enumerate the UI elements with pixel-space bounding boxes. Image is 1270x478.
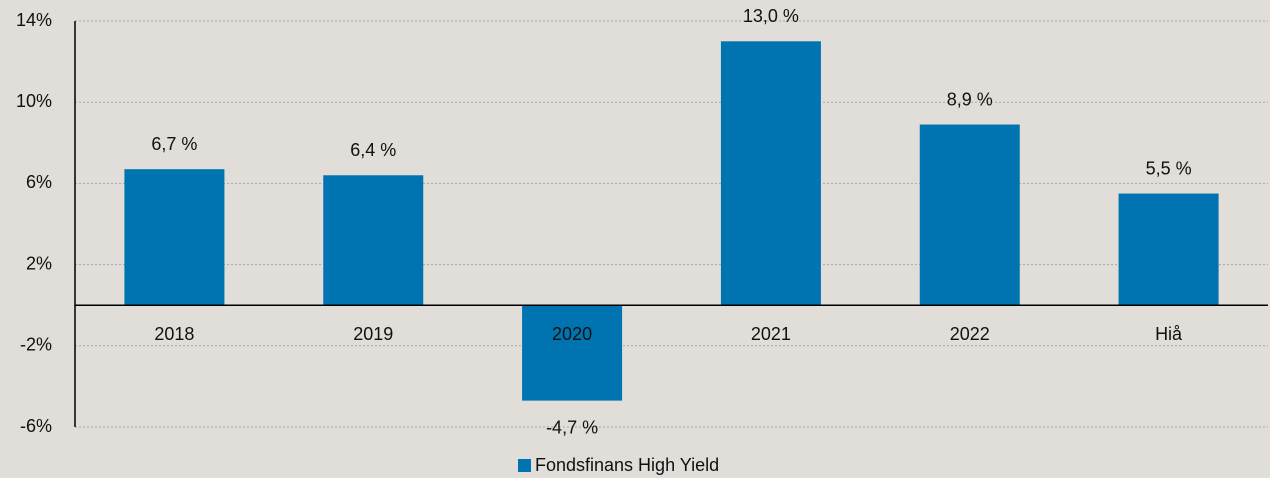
y-tick-label: -6%	[20, 416, 52, 436]
bar	[124, 169, 225, 306]
bar	[522, 305, 623, 401]
legend-label: Fondsfinans High Yield	[535, 455, 719, 475]
y-tick-label: 14%	[16, 10, 52, 30]
x-tick-label: 2021	[751, 324, 791, 344]
value-label: -4,7 %	[546, 417, 598, 437]
y-tick-label: 2%	[26, 253, 52, 273]
value-label: 6,7 %	[151, 134, 197, 154]
bar	[1118, 193, 1219, 306]
x-tick-label: 2019	[353, 324, 393, 344]
bar	[323, 175, 424, 306]
x-tick-label: 2022	[950, 324, 990, 344]
bar	[919, 124, 1020, 306]
bar	[720, 41, 821, 306]
x-tick-label: 2020	[552, 324, 592, 344]
x-tick-label: Hiå	[1155, 324, 1183, 344]
y-tick-label: -2%	[20, 335, 52, 355]
y-tick-label: 6%	[26, 172, 52, 192]
legend-swatch	[518, 459, 531, 472]
y-tick-label: 10%	[16, 91, 52, 111]
value-label: 13,0 %	[743, 6, 799, 26]
value-label: 5,5 %	[1146, 158, 1192, 178]
value-label: 8,9 %	[947, 89, 993, 109]
value-label: 6,4 %	[350, 140, 396, 160]
x-tick-label: 2018	[154, 324, 194, 344]
